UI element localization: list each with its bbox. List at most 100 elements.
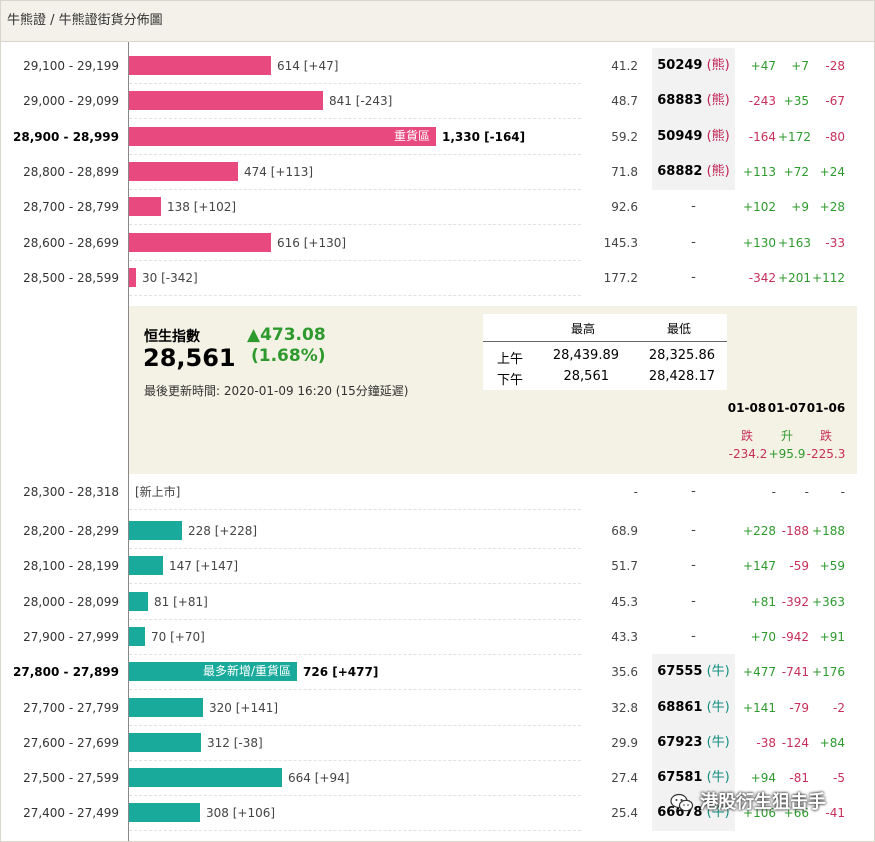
top-code: - xyxy=(652,189,735,225)
row-divider xyxy=(129,618,581,620)
bull-bar[interactable] xyxy=(129,768,282,788)
bear-row: 29,100 - 29,199 614 [+47] 41.2 50249 (熊) +47… xyxy=(1,48,874,84)
change-day1: +94 xyxy=(750,771,776,786)
change-day2: -741 xyxy=(781,665,809,680)
quantity-label: 81 [+81] xyxy=(154,594,208,609)
change-day1: +130 xyxy=(743,235,776,250)
code-number[interactable]: 67555 xyxy=(657,664,703,680)
code-kind: (熊) xyxy=(706,128,730,144)
index-change: ▲473.08 xyxy=(247,325,326,345)
top-code[interactable]: 68883 (熊) xyxy=(652,83,735,120)
change-day1: -164 xyxy=(748,129,776,144)
top-code[interactable]: 68882 (熊) xyxy=(652,153,735,190)
quantity-label: 308 [+106] xyxy=(206,806,276,821)
bar-annotation: 重貨區 xyxy=(393,128,430,143)
code-empty: - xyxy=(691,628,696,644)
code-number[interactable]: 50949 xyxy=(657,128,703,144)
bear-row: 28,800 - 28,899 474 [+113] 71.8 68882 (熊) +1… xyxy=(1,153,874,190)
bull-bar[interactable]: 最多新增/重貨區 xyxy=(129,662,297,682)
top-code[interactable]: 67923 (牛) xyxy=(652,724,735,761)
bear-bar[interactable]: 重貨區 xyxy=(129,126,436,146)
bull-bar[interactable] xyxy=(129,521,182,540)
bar-annotation: 最多新增/重貨區 xyxy=(202,664,291,679)
strike-value: 68.9 xyxy=(611,524,638,538)
code-number[interactable]: 67581 xyxy=(657,770,703,786)
code-number[interactable]: 50249 xyxy=(657,58,703,73)
bull-bar[interactable] xyxy=(129,626,145,646)
top-code[interactable]: 67581 (牛) xyxy=(652,760,735,797)
change-day2: +35 xyxy=(783,94,809,109)
range-label: 28,100 - 28,199 xyxy=(23,559,119,574)
code-empty: - xyxy=(691,558,696,574)
range-label: 28,800 - 28,899 xyxy=(23,164,119,179)
change-day1: +477 xyxy=(743,665,776,680)
bull-bar[interactable] xyxy=(129,803,200,823)
bear-bar[interactable] xyxy=(129,232,271,252)
code-empty: - xyxy=(691,199,696,215)
strike-value: 51.7 xyxy=(611,559,638,574)
change-day2: -188 xyxy=(781,524,809,538)
bull-bar[interactable] xyxy=(129,591,148,611)
bull-row: 27,700 - 27,799 320 [+141] 32.8 68861 (牛) +1… xyxy=(1,689,874,726)
bull-bar[interactable] xyxy=(129,732,201,752)
row-divider xyxy=(129,294,581,296)
strike-value: - xyxy=(633,485,638,499)
strike-value: 48.7 xyxy=(611,94,638,109)
code-number[interactable]: 68861 xyxy=(657,699,703,715)
bull-bar[interactable] xyxy=(129,556,163,576)
bear-bar[interactable] xyxy=(129,161,238,181)
code-number[interactable]: 68883 xyxy=(657,93,703,109)
code-number[interactable]: 68882 xyxy=(657,163,703,179)
code-empty: - xyxy=(691,269,696,285)
row-divider xyxy=(129,724,581,726)
bear-bar[interactable] xyxy=(129,56,271,75)
bear-bar[interactable] xyxy=(129,197,161,217)
change-day2: -81 xyxy=(789,771,809,786)
change-day1: +102 xyxy=(743,200,776,215)
change-day2: -392 xyxy=(781,594,809,609)
top-code: - xyxy=(652,584,735,620)
bull-row: 27,400 - 27,499 308 [+106] 25.4 66678 (牛) +1… xyxy=(1,795,874,832)
quantity-label: 616 [+130] xyxy=(277,235,347,250)
bear-bar[interactable] xyxy=(129,91,323,111)
row-divider xyxy=(129,583,581,585)
change-day2: +66 xyxy=(783,806,809,821)
top-code[interactable]: 68861 (牛) xyxy=(652,689,735,726)
bull-row: 28,000 - 28,099 81 [+81] 45.3 - +81 -392 +363 xyxy=(1,584,874,620)
bull-row: 27,500 - 27,599 664 [+94] 27.4 67581 (牛) +94… xyxy=(1,760,874,797)
top-code[interactable]: 50949 (熊) xyxy=(652,118,735,155)
code-empty: - xyxy=(691,234,696,250)
change-day3: -67 xyxy=(825,94,845,109)
top-code[interactable]: 67555 (牛) xyxy=(652,654,735,691)
watermark-text: 港股衍生狙击手 xyxy=(700,792,826,813)
bear-row: 28,600 - 28,699 616 [+130] 145.3 - +130 +163-… xyxy=(1,225,874,261)
range-label: 28,700 - 28,799 xyxy=(23,200,119,215)
row-divider xyxy=(129,795,581,797)
quantity-label: 614 [+47] xyxy=(277,59,339,73)
change-day3: -80 xyxy=(825,129,845,144)
code-kind: (牛) xyxy=(706,734,730,750)
bull-bar[interactable] xyxy=(129,697,203,717)
change-day2: +172 xyxy=(778,129,811,144)
change-day3: +363 xyxy=(812,594,845,609)
quantity-label: 474 [+113] xyxy=(244,164,314,179)
row-divider xyxy=(129,153,581,155)
range-label: 27,600 - 27,699 xyxy=(23,735,119,750)
top-code[interactable]: 66678 (牛) xyxy=(652,795,735,832)
strike-value: 45.3 xyxy=(611,594,638,609)
top-code[interactable]: 50249 (熊) xyxy=(652,48,735,84)
last-updated-text: 最後更新時間: 2020-01-09 16:20 (15分鐘延遲) xyxy=(144,384,409,398)
code-number[interactable]: 67923 xyxy=(657,734,703,750)
change-day3: +59 xyxy=(819,559,845,574)
bull-row: 27,900 - 27,999 70 [+70] 43.3 - +70 -942 +91 xyxy=(1,619,874,655)
pm-high: 28,561 xyxy=(563,369,610,384)
change-day1: +228 xyxy=(743,524,776,538)
bear-row: 28,500 - 28,599 30 [-342] 177.2 - -342 +201 +1… xyxy=(1,260,874,296)
wechat-icon xyxy=(670,793,694,812)
change-day3: - xyxy=(840,485,845,499)
quantity-label: 70 [+70] xyxy=(151,629,205,644)
code-kind: (牛) xyxy=(706,699,730,715)
am-high: 28,439.89 xyxy=(552,348,619,363)
bear-bar[interactable] xyxy=(129,267,136,287)
